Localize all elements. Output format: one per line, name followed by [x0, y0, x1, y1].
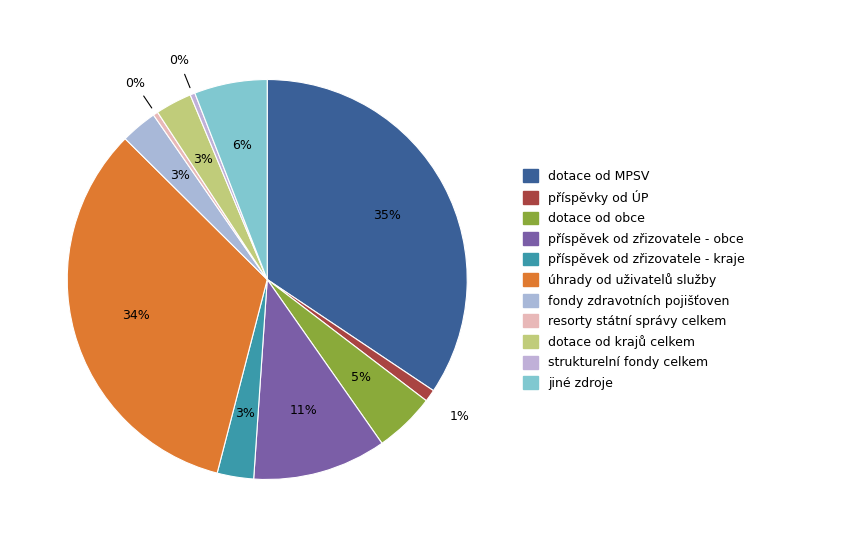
- Wedge shape: [67, 139, 267, 473]
- Text: 1%: 1%: [449, 410, 468, 423]
- Text: 3%: 3%: [170, 169, 189, 182]
- Text: 35%: 35%: [373, 209, 400, 222]
- Wedge shape: [125, 115, 267, 280]
- Wedge shape: [267, 79, 467, 391]
- Wedge shape: [253, 280, 381, 480]
- Text: 5%: 5%: [351, 371, 371, 384]
- Text: 3%: 3%: [194, 153, 214, 166]
- Text: 11%: 11%: [289, 404, 317, 417]
- Legend: dotace od MPSV, příspěvky od ÚP, dotace od obce, příspěvek od zřizovatele - obce: dotace od MPSV, příspěvky od ÚP, dotace …: [523, 169, 745, 390]
- Wedge shape: [190, 93, 267, 280]
- Wedge shape: [195, 79, 267, 280]
- Wedge shape: [267, 280, 426, 443]
- Text: 34%: 34%: [122, 309, 150, 322]
- Text: 0%: 0%: [169, 54, 189, 67]
- Wedge shape: [267, 280, 433, 401]
- Text: 6%: 6%: [232, 139, 251, 153]
- Text: 0%: 0%: [126, 77, 146, 90]
- Wedge shape: [153, 112, 267, 280]
- Wedge shape: [158, 95, 267, 280]
- Text: 3%: 3%: [235, 408, 255, 420]
- Wedge shape: [217, 280, 267, 479]
